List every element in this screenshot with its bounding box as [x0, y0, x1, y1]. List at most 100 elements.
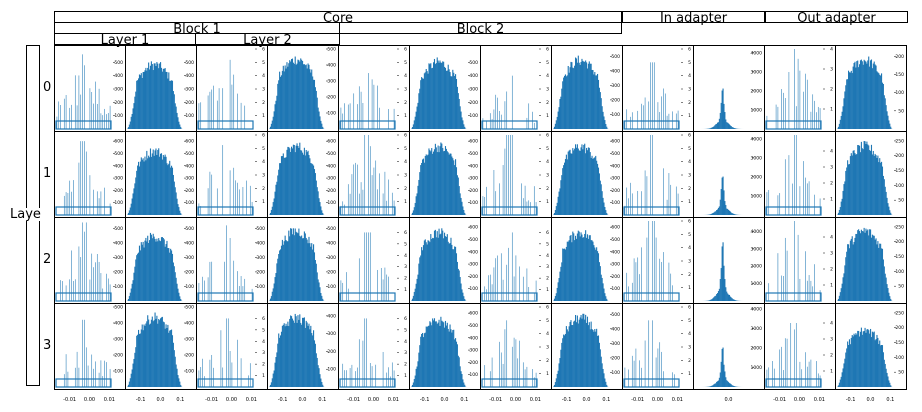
hist-bar	[601, 106, 603, 129]
hist-bar	[453, 160, 455, 215]
hist-bar	[175, 106, 177, 129]
hist-bar	[170, 167, 172, 215]
y-tick-label: 500	[114, 226, 123, 232]
hist-bar	[276, 181, 278, 215]
y-tick-label: 3	[830, 165, 833, 171]
hist-bar	[137, 80, 139, 129]
hist-bar	[592, 330, 594, 387]
hist-bar	[428, 240, 430, 301]
hist-bar	[533, 377, 535, 387]
hist-baseline	[339, 292, 396, 302]
hist-bar	[849, 344, 851, 387]
hist-bar	[450, 76, 452, 129]
hist-bar	[240, 102, 242, 129]
hist-bar	[292, 320, 294, 387]
hist-bar	[734, 386, 736, 387]
y-tick-label: 100	[895, 355, 904, 361]
y-tick-label: 4	[830, 321, 833, 327]
hist-bar	[872, 63, 874, 130]
hist-bar	[229, 59, 231, 130]
hist-bar	[644, 170, 646, 215]
hist-bar	[879, 243, 881, 301]
hist-bar	[799, 186, 801, 215]
hist-bar	[871, 68, 873, 129]
hist-bar	[555, 293, 557, 301]
hist-bar	[155, 318, 157, 387]
hist-bar	[641, 367, 642, 387]
hist-bar	[883, 359, 885, 387]
hist-bar	[458, 186, 460, 215]
y-tick-label: 1	[262, 113, 265, 119]
hist-bar	[874, 153, 876, 215]
hist-bar	[425, 242, 427, 301]
hist-bar	[227, 318, 229, 387]
hist-bar	[416, 278, 418, 301]
y-tick-label: 1	[830, 283, 833, 289]
hist-bar	[594, 72, 596, 129]
hist-bar	[603, 288, 605, 301]
hist-bar	[579, 236, 581, 301]
hist-bar	[888, 292, 890, 301]
panel-frame	[338, 217, 410, 304]
hist-bar	[851, 236, 853, 301]
hist-bar	[797, 58, 799, 129]
x-tick-label: 0.0	[725, 397, 733, 403]
hist-bar	[420, 255, 422, 301]
hist-bar	[732, 213, 734, 215]
hist-bar	[135, 177, 137, 215]
hist-bar	[711, 385, 713, 387]
hist-bar	[587, 325, 589, 387]
hist-bar	[382, 279, 384, 301]
hist-bar	[493, 267, 495, 301]
hist-bar	[229, 170, 231, 215]
hist-bar	[130, 373, 132, 387]
hist-bar	[559, 271, 561, 301]
hist-bar	[784, 237, 786, 301]
hist-bar	[504, 148, 506, 215]
hist-bar	[145, 323, 147, 387]
hist-bar	[303, 147, 305, 215]
hist-bar	[93, 368, 94, 387]
hist-bar	[244, 105, 246, 129]
hist-bar	[422, 250, 424, 301]
hist-bar	[719, 112, 721, 129]
hist-bar	[289, 60, 291, 129]
hist-bar	[446, 151, 448, 215]
hist-bar	[461, 374, 463, 387]
hist-bar	[876, 334, 878, 387]
hist-bar	[296, 143, 298, 215]
hist-bar	[295, 231, 297, 301]
hist-bar	[870, 60, 872, 129]
hist-bar	[133, 103, 135, 129]
hist-bar	[164, 154, 166, 215]
hist-bar	[286, 62, 288, 130]
hist-bar	[646, 176, 648, 215]
y-tick-label: 200	[895, 239, 904, 245]
hist-bar	[445, 70, 447, 129]
hist-bar	[158, 319, 160, 387]
hist-bar	[281, 239, 283, 301]
hist-bar	[415, 368, 417, 387]
hist-bar	[521, 183, 522, 215]
hist-bar	[641, 191, 642, 215]
hist-bar	[428, 63, 430, 130]
y-tick-label: 2000	[751, 88, 763, 94]
hist-bar	[442, 321, 444, 387]
hist-bar	[606, 298, 608, 301]
hist-bar	[275, 273, 277, 301]
hist-bar	[455, 253, 458, 301]
hist-bar	[237, 339, 238, 387]
hist-bar	[455, 78, 458, 129]
hist-bar	[312, 249, 314, 301]
hist-bar	[89, 88, 91, 129]
hist-bar	[444, 150, 446, 215]
hist-bar	[422, 78, 425, 129]
hist-bar	[149, 65, 152, 129]
hist-bar	[149, 324, 151, 387]
hist-bar	[417, 361, 419, 387]
hist-bar	[569, 235, 571, 301]
hist-bar	[280, 76, 282, 129]
